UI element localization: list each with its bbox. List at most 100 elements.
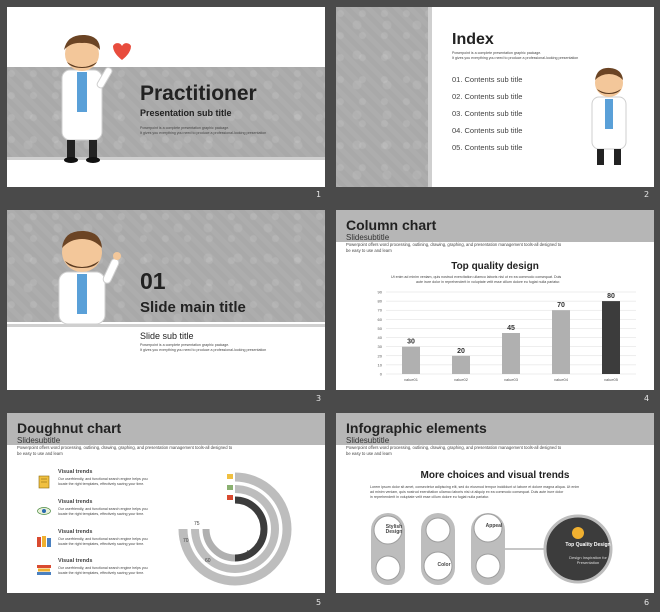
- section-number: 01: [140, 268, 166, 294]
- y-tick-label: 20: [378, 353, 383, 358]
- description-line-2: It gives you everything you need to prod…: [140, 348, 267, 352]
- description-line-1: Powerpoint is a complete presentation gr…: [452, 51, 542, 55]
- circle-title: Top Quality Design: [565, 542, 611, 548]
- eye-icon: [37, 507, 51, 515]
- slide-2[interactable]: Index Powerpoint is a complete presentat…: [336, 7, 654, 187]
- slide-title: Index: [452, 31, 494, 48]
- divider-strip: [7, 324, 325, 327]
- description-line-1: Powerpoint is a complete presentation gr…: [140, 343, 230, 347]
- infographic-pills: [371, 513, 613, 585]
- slide-subtitle: Presentation sub title: [140, 108, 232, 118]
- trend-text-line-1: Our userfriendly, and functional search …: [58, 566, 148, 570]
- slide-subtitle: Slidesubtitle: [17, 436, 61, 445]
- index-item[interactable]: 01. Contents sub title: [452, 75, 523, 84]
- stack-books-icon: [37, 565, 51, 575]
- column-chart: 0 10 20 30 40 50 60 70 80 90 30 value01 20 value02 45 v…: [378, 290, 636, 382]
- ring-label: 75: [194, 521, 200, 527]
- index-item[interactable]: 02. Contents sub title: [452, 92, 523, 101]
- body-paragraph-line-1: Lorem ipsum dolor sit amet, consectetur …: [370, 485, 580, 489]
- y-tick-label: 40: [378, 335, 383, 340]
- divider-strip: [7, 157, 325, 160]
- slide-title: Doughnut chart: [17, 420, 122, 436]
- notepad-icon: [38, 475, 50, 489]
- divider-strip: [428, 7, 432, 187]
- body-text-line-1: Powerpoint offers word processing, outli…: [346, 445, 562, 450]
- bar: [452, 355, 470, 374]
- body-paragraph-line-3: in reprehenderit in voluptate velit esse…: [370, 495, 490, 499]
- y-tick-label: 10: [378, 362, 383, 367]
- slide-number-2: 2: [644, 190, 650, 199]
- slide-title: Column chart: [346, 217, 437, 233]
- x-tick-label: value01: [404, 377, 419, 382]
- x-tick-label: value04: [554, 377, 569, 382]
- header-band: [336, 210, 654, 242]
- x-tick-label: value03: [504, 377, 519, 382]
- chart-text-line-1: Ut enim ad minim veniam, quis nostrud ex…: [391, 275, 562, 279]
- data-label: 30: [407, 339, 415, 346]
- description-line-2: It gives you everything you need to prod…: [140, 131, 267, 135]
- slide-3[interactable]: 01 Slide main title Slide sub title Powe…: [7, 210, 325, 390]
- body-text-line-1: Powerpoint offers word processing, outli…: [17, 445, 233, 450]
- description-line-2: It gives you everything you need to prod…: [452, 56, 579, 60]
- pattern-band: [7, 67, 325, 157]
- slide-6[interactable]: Infographic elements Slidesubtitle Power…: [336, 413, 654, 593]
- slide-subtitle: Slidesubtitle: [346, 233, 390, 242]
- slide-title: Infographic elements: [346, 420, 487, 436]
- doctor-illustration: [591, 67, 627, 165]
- pill-label-color: Color: [437, 562, 451, 568]
- description-line-1: Powerpoint is a complete presentation gr…: [140, 126, 230, 130]
- trend-heading: Visual trends: [58, 529, 93, 535]
- chart-heading: Top quality design: [451, 261, 539, 272]
- body-text-line-2: be easy to use and learn: [346, 451, 392, 456]
- slide-number-5: 5: [316, 598, 322, 607]
- doughnut-chart: [178, 472, 292, 586]
- slide-subtitle: Slide sub title: [140, 331, 194, 341]
- chart-text-line-2: aute irure dolor in reprehenderit in vol…: [416, 280, 561, 284]
- trend-text-line-2: locate the right templates, effectively …: [58, 482, 145, 486]
- y-tick-label: 90: [378, 290, 383, 295]
- body-text-line-2: be easy to use and learn: [346, 248, 392, 253]
- y-tick-label: 0: [380, 372, 383, 377]
- books-icon: [37, 536, 51, 547]
- trend-heading: Visual trends: [58, 558, 93, 564]
- trend-text-line-1: Our userfriendly, and functional search …: [58, 537, 148, 541]
- bar: [602, 301, 620, 374]
- slide-title: Practitioner: [140, 82, 257, 105]
- ring-label: 70: [183, 538, 189, 544]
- circle-subtitle: Design Inspiration for Presentation: [569, 555, 607, 565]
- header-band: [7, 413, 325, 445]
- y-tick-label: 30: [378, 344, 383, 349]
- y-tick-label: 70: [378, 308, 383, 313]
- slide-number-4: 4: [644, 394, 650, 403]
- trend-text-line-2: locate the right templates, effectively …: [58, 512, 145, 516]
- y-tick-label: 50: [378, 326, 383, 331]
- pattern-panel: [336, 7, 428, 187]
- data-label: 45: [507, 325, 515, 332]
- y-tick-label: 80: [378, 299, 383, 304]
- index-item[interactable]: 03. Contents sub title: [452, 109, 523, 118]
- index-item[interactable]: 05. Contents sub title: [452, 143, 523, 152]
- trend-heading: Visual trends: [58, 499, 93, 505]
- slide-4[interactable]: Column chart Slidesubtitle Powerpoint of…: [336, 210, 654, 390]
- slide-subtitle: Slidesubtitle: [346, 436, 390, 445]
- pill-label-appeal: Appeal: [485, 523, 503, 529]
- ring-label: 40: [246, 550, 252, 556]
- slide-title: Slide main title: [140, 299, 246, 316]
- slide-number-1: 1: [316, 190, 322, 199]
- trend-text-line-2: locate the right templates, effectively …: [58, 571, 145, 575]
- trend-text-line-1: Our userfriendly, and functional search …: [58, 507, 148, 511]
- data-label: 70: [557, 302, 565, 309]
- slide-5[interactable]: Doughnut chart Slidesubtitle Powerpoint …: [7, 413, 325, 593]
- body-text-line-1: Powerpoint offers word processing, outli…: [346, 242, 562, 247]
- trend-heading: Visual trends: [58, 469, 93, 475]
- data-label: 20: [457, 348, 465, 355]
- bar: [402, 346, 420, 374]
- doctor-illustration: [61, 34, 131, 163]
- slide-1[interactable]: Practitioner Presentation sub title Powe…: [7, 7, 325, 187]
- header-band: [336, 413, 654, 445]
- trend-text-line-1: Our userfriendly, and functional search …: [58, 477, 148, 481]
- pill-label-stylish: Stylish Design: [385, 524, 403, 535]
- index-item[interactable]: 04. Contents sub title: [452, 126, 523, 135]
- y-tick-label: 60: [378, 317, 383, 322]
- trend-text-line-2: locate the right templates, effectively …: [58, 542, 145, 546]
